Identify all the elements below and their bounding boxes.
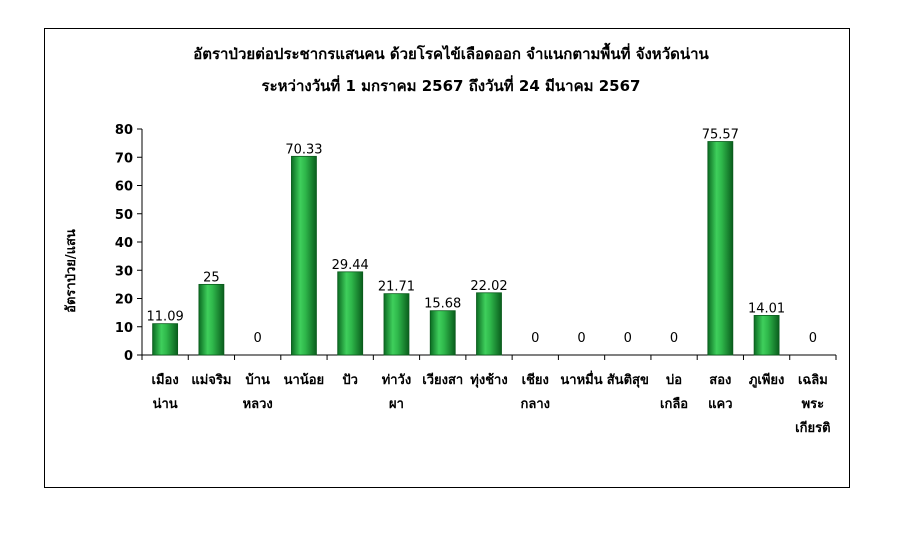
bar: [152, 323, 179, 356]
data-label: 14.01: [748, 301, 785, 316]
category-label-line: นาหมื่น: [560, 370, 602, 388]
bar: [476, 292, 502, 356]
y-tick-label: 30: [115, 264, 133, 279]
category-label: เชียงกลาง: [521, 372, 551, 412]
bar: [753, 315, 780, 356]
y-tick-label: 20: [115, 293, 133, 308]
y-tick-label: 70: [115, 151, 133, 166]
y-tick-label: 80: [115, 123, 133, 138]
category-label: ท่าวังผา: [382, 373, 412, 412]
category-label-line: กลาง: [521, 397, 551, 412]
category-label-line: น่าน: [153, 397, 178, 412]
data-label: 0: [254, 331, 262, 346]
category-label-line: เฉลิม: [798, 373, 828, 388]
data-label: 70.33: [285, 142, 322, 157]
category-label: เฉลิมพระเกียรติ: [795, 373, 830, 436]
category-label: สันติสุข: [607, 373, 649, 388]
category-label-line: ผา: [389, 397, 404, 412]
category-label: นาหมื่น: [560, 370, 602, 388]
data-label: 0: [624, 331, 632, 346]
y-axis-label: อัตราป่วย/แสน: [64, 229, 79, 313]
bar: [707, 141, 734, 356]
data-label: 75.57: [702, 128, 739, 143]
category-label-line: สอง: [709, 373, 731, 388]
category-label-line: เกลือ: [660, 396, 688, 412]
data-label: 21.71: [378, 280, 415, 295]
data-label: 22.02: [470, 279, 507, 294]
bar-chart: อัตราป่วยต่อประชากรแสนคน ด้วยโรคไข้เลือด…: [64, 42, 837, 436]
category-label-line: ภูเพียง: [749, 372, 785, 388]
category-label: บ่อเกลือ: [660, 373, 688, 412]
y-tick-label: 10: [115, 321, 133, 336]
category-label-line: แม่จริม: [191, 373, 231, 388]
category-label-line: ทุ่งช้าง: [470, 372, 507, 388]
data-label: 0: [577, 331, 585, 346]
y-tick-label: 60: [115, 180, 133, 195]
bar: [429, 310, 456, 356]
category-label-line: เวียงสา: [422, 372, 463, 388]
chart-title: อัตราป่วยต่อประชากรแสนคน ด้วยโรคไข้เลือด…: [193, 42, 709, 63]
data-label: 25: [203, 270, 220, 285]
category-label-line: เชียง: [522, 372, 549, 388]
category-label-line: บ่อ: [666, 373, 682, 388]
category-label: สองแคว: [708, 373, 732, 412]
category-label: นาน้อย: [284, 372, 325, 388]
bar: [337, 271, 364, 356]
category-label-line: นาน้อย: [284, 372, 325, 388]
bar: [383, 293, 410, 356]
category-label: บ้านหลวง: [243, 372, 273, 412]
data-label: 0: [809, 331, 817, 346]
category-label-line: หลวง: [243, 397, 273, 412]
category-label-line: เกียรติ: [795, 420, 830, 436]
chart-frame: อัตราป่วยต่อประชากรแสนคน ด้วยโรคไข้เลือด…: [44, 28, 850, 488]
bar: [198, 283, 225, 356]
category-label-line: ท่าวัง: [382, 373, 412, 388]
data-label: 15.68: [424, 297, 461, 312]
category-label-line: บ้าน: [245, 372, 270, 388]
category-label-line: สันติสุข: [607, 373, 649, 388]
category-label: เมืองน่าน: [152, 372, 179, 412]
chart-subtitle: ระหว่างวันที่ 1 มกราคม 2567 ถึงวันที่ 24…: [262, 75, 641, 95]
category-label-line: แคว: [708, 397, 732, 412]
data-label: 11.09: [147, 310, 184, 325]
category-label-line: พระ: [802, 397, 825, 412]
category-label: แม่จริม: [191, 373, 231, 388]
category-label-line: เมือง: [152, 372, 179, 388]
category-label: ปัว: [342, 373, 358, 388]
y-tick-label: 40: [115, 236, 133, 251]
category-label: ทุ่งช้าง: [470, 372, 507, 388]
data-label: 0: [531, 331, 539, 346]
bar: [291, 155, 317, 356]
category-label: เวียงสา: [422, 372, 463, 388]
y-tick-label: 50: [115, 208, 133, 223]
data-label: 0: [670, 331, 678, 346]
data-label: 29.44: [332, 258, 369, 273]
y-tick-label: 0: [124, 349, 133, 364]
category-label-line: ปัว: [342, 373, 358, 388]
category-label: ภูเพียง: [749, 372, 785, 388]
